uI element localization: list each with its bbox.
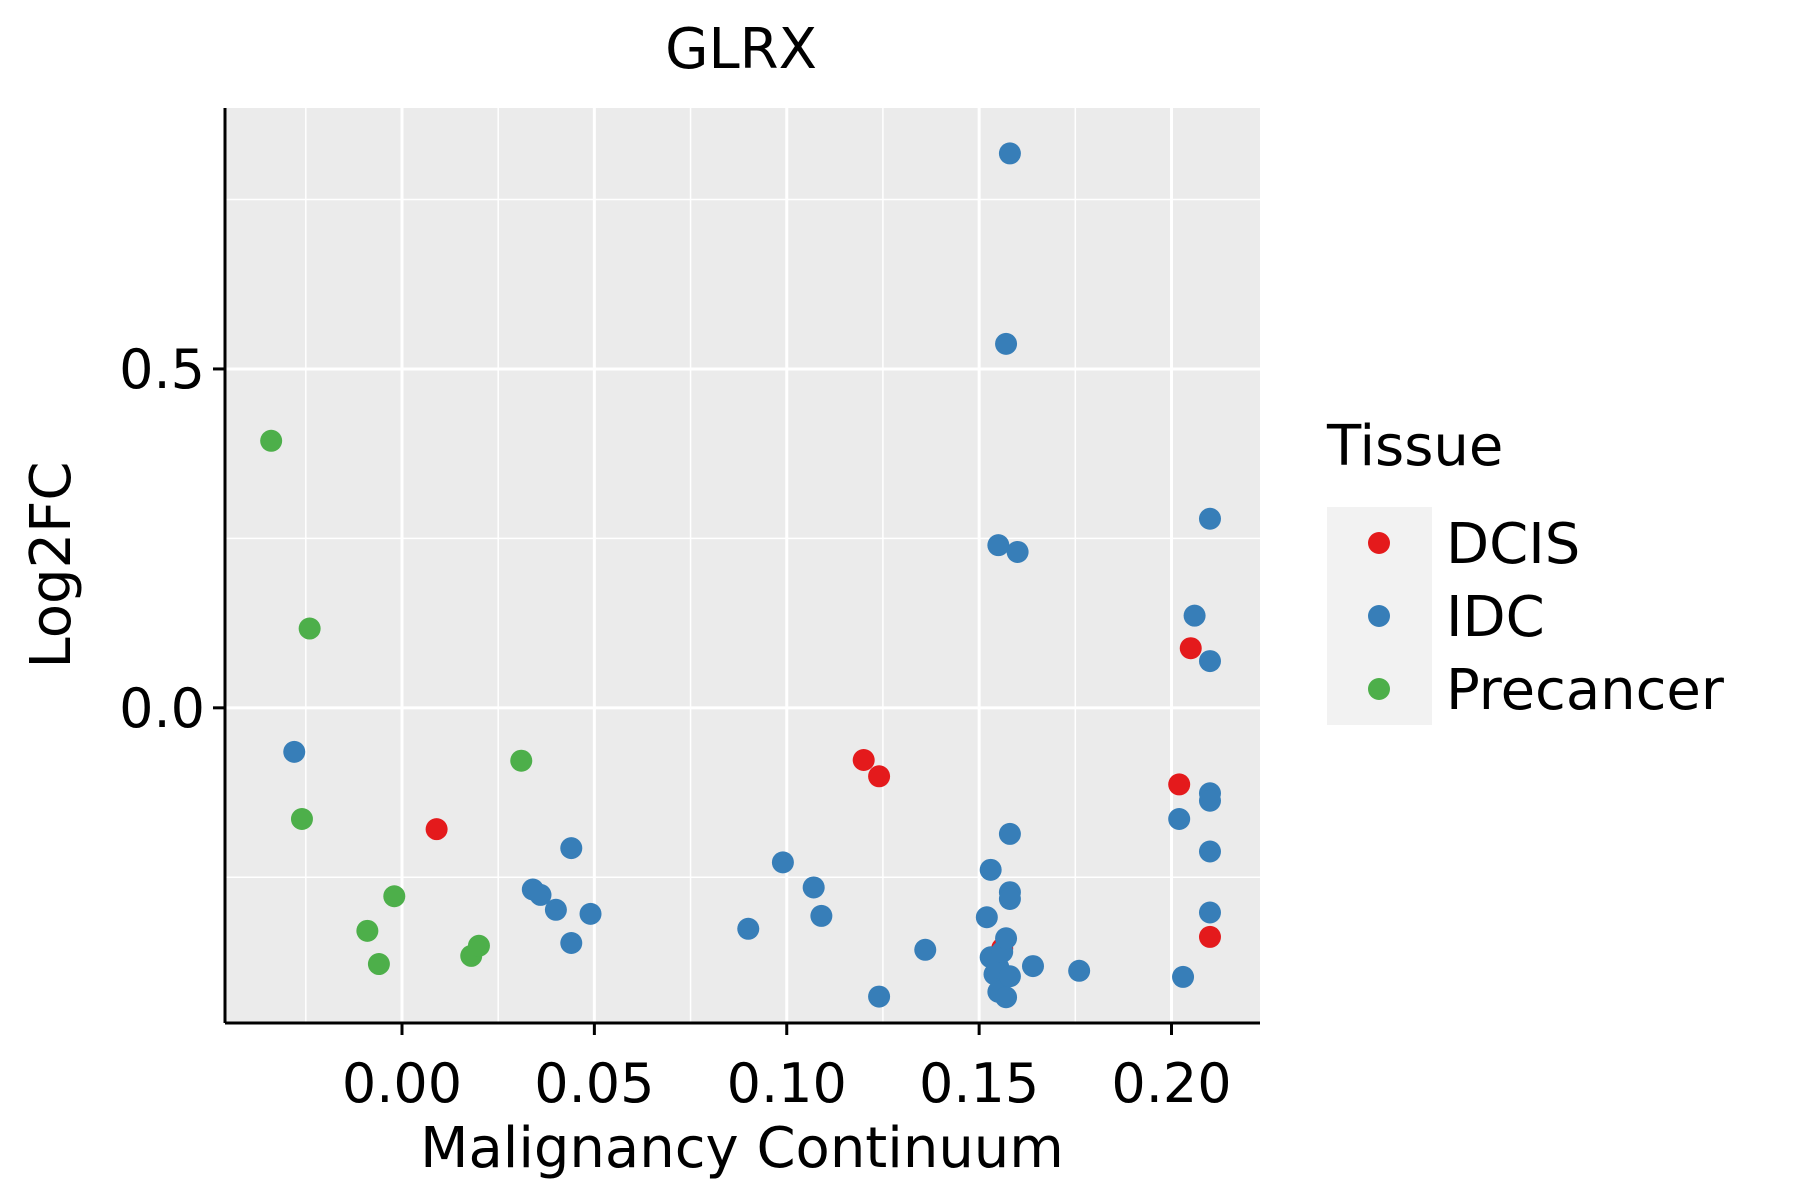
grid-lines	[225, 108, 1260, 1023]
data-point	[995, 927, 1018, 950]
legend-title: Tissue	[1326, 414, 1503, 479]
legend: Tissue DCIS IDC Precancer	[1326, 414, 1725, 725]
x-tick-label: 0.10	[727, 1052, 847, 1115]
data-point	[579, 902, 602, 925]
data-point	[290, 807, 313, 830]
x-tick-label: 0.20	[1111, 1052, 1231, 1115]
data-points	[260, 142, 1221, 1009]
data-point	[995, 986, 1018, 1009]
legend-item-idc: IDC	[1368, 585, 1545, 650]
data-point	[544, 898, 567, 921]
data-point	[1198, 789, 1221, 812]
data-point	[1006, 540, 1029, 563]
legend-swatch	[1368, 678, 1390, 700]
x-tick-label: 0.15	[919, 1052, 1039, 1115]
y-tick-label: 0.0	[119, 677, 205, 740]
data-point	[367, 953, 390, 976]
data-point	[467, 934, 490, 957]
data-point	[737, 917, 760, 940]
data-point	[1198, 901, 1221, 924]
axes: 0.00 0.05 0.10 0.15 0.20 0.0 0.5	[119, 338, 1232, 1115]
data-point	[998, 142, 1021, 165]
x-tick-label: 0.00	[342, 1052, 462, 1115]
data-point	[510, 749, 533, 772]
data-point	[987, 534, 1010, 557]
data-point	[298, 617, 321, 640]
legend-item-dcis: DCIS	[1368, 512, 1580, 577]
data-point	[868, 985, 891, 1008]
data-point	[979, 858, 1002, 881]
legend-item-precancer: Precancer	[1368, 658, 1725, 723]
data-point	[1021, 955, 1044, 978]
data-point	[998, 965, 1021, 988]
data-point	[1179, 637, 1202, 660]
data-point	[383, 885, 406, 908]
legend-label: Precancer	[1446, 658, 1725, 723]
plot-panel	[225, 108, 1260, 1023]
data-point	[995, 332, 1018, 355]
legend-swatch	[1368, 532, 1390, 554]
data-point	[283, 740, 306, 763]
y-tick-label: 0.5	[119, 338, 205, 401]
data-point	[529, 883, 552, 906]
legend-label: DCIS	[1446, 512, 1580, 577]
data-point	[852, 749, 875, 772]
series-idc	[283, 142, 1221, 1009]
data-point	[998, 822, 1021, 845]
legend-swatch	[1368, 605, 1390, 627]
x-tick-label: 0.05	[534, 1052, 654, 1115]
chart-title: GLRX	[665, 17, 817, 82]
legend-label: IDC	[1446, 585, 1545, 650]
data-point	[356, 919, 379, 942]
data-point	[1198, 650, 1221, 673]
data-point	[1168, 773, 1191, 796]
data-point	[1198, 507, 1221, 530]
y-axis-label: Log2FC	[19, 462, 84, 669]
data-point	[810, 904, 833, 927]
data-point	[998, 887, 1021, 910]
data-point	[425, 818, 448, 841]
data-point	[802, 876, 825, 899]
data-point	[1172, 965, 1195, 988]
data-point	[1168, 807, 1191, 830]
data-point	[1198, 840, 1221, 863]
data-point	[560, 932, 583, 955]
data-point	[975, 906, 998, 929]
x-axis-label: Malignancy Continuum	[420, 1116, 1064, 1181]
data-point	[260, 429, 283, 452]
data-point	[868, 765, 891, 788]
data-point	[560, 837, 583, 860]
data-point	[771, 851, 794, 874]
data-point	[1183, 604, 1206, 627]
data-point	[1198, 925, 1221, 948]
data-point	[1068, 959, 1091, 982]
data-point	[914, 938, 937, 961]
series-precancer	[260, 429, 533, 976]
